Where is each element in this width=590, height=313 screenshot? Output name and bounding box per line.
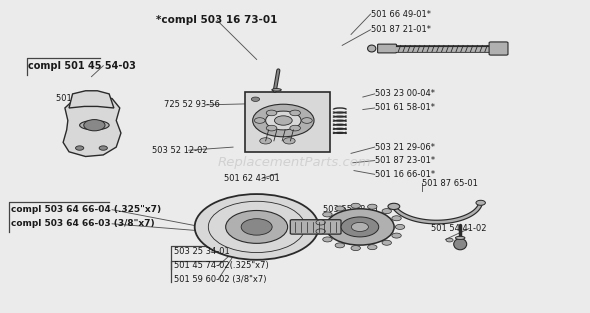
Circle shape bbox=[84, 120, 105, 131]
Text: 503 25 34-01: 503 25 34-01 bbox=[174, 248, 230, 256]
Circle shape bbox=[382, 208, 392, 213]
Text: compl 501 45 54-03: compl 501 45 54-03 bbox=[28, 61, 136, 71]
Circle shape bbox=[335, 243, 345, 248]
Circle shape bbox=[351, 222, 368, 232]
Circle shape bbox=[335, 206, 345, 211]
Circle shape bbox=[283, 138, 295, 144]
Polygon shape bbox=[63, 94, 121, 156]
Text: 501 59 60-02 (3/8"x7): 501 59 60-02 (3/8"x7) bbox=[174, 275, 267, 284]
FancyBboxPatch shape bbox=[245, 92, 330, 152]
Text: 501 45 61-01: 501 45 61-01 bbox=[56, 94, 112, 103]
Text: 503 52 12-02: 503 52 12-02 bbox=[152, 146, 208, 155]
Circle shape bbox=[368, 204, 377, 209]
Circle shape bbox=[368, 245, 377, 250]
Circle shape bbox=[266, 111, 301, 130]
Circle shape bbox=[351, 203, 360, 208]
Polygon shape bbox=[69, 91, 114, 108]
FancyBboxPatch shape bbox=[290, 220, 341, 234]
Circle shape bbox=[323, 237, 332, 242]
Circle shape bbox=[251, 97, 260, 101]
Text: ReplacementParts.com: ReplacementParts.com bbox=[218, 156, 372, 169]
Circle shape bbox=[225, 210, 288, 244]
Text: 503 23 00-04*: 503 23 00-04* bbox=[375, 90, 435, 98]
Text: 501 62 43-01: 501 62 43-01 bbox=[224, 174, 280, 183]
Circle shape bbox=[446, 238, 453, 242]
Ellipse shape bbox=[80, 121, 109, 130]
Circle shape bbox=[388, 203, 400, 209]
Text: 501 87 65-01: 501 87 65-01 bbox=[422, 179, 478, 187]
Circle shape bbox=[351, 246, 360, 251]
Text: compl 503 64 66-03 (3/8"x7): compl 503 64 66-03 (3/8"x7) bbox=[11, 219, 154, 228]
Text: 503 55 78-01: 503 55 78-01 bbox=[323, 205, 379, 214]
Circle shape bbox=[254, 118, 265, 123]
Circle shape bbox=[382, 240, 392, 245]
Text: 501 16 66-01*: 501 16 66-01* bbox=[375, 170, 435, 179]
Circle shape bbox=[476, 200, 486, 205]
Circle shape bbox=[274, 116, 292, 125]
Text: *compl 503 16 73-01: *compl 503 16 73-01 bbox=[156, 15, 278, 25]
Circle shape bbox=[341, 217, 379, 237]
Text: 501 61 58-01*: 501 61 58-01* bbox=[375, 104, 435, 112]
Circle shape bbox=[290, 125, 300, 131]
Circle shape bbox=[208, 201, 305, 253]
Circle shape bbox=[316, 229, 325, 234]
Circle shape bbox=[392, 216, 401, 221]
Circle shape bbox=[260, 138, 271, 144]
Circle shape bbox=[253, 104, 314, 137]
Text: 501 45 74-02(.325"x7): 501 45 74-02(.325"x7) bbox=[174, 261, 269, 270]
Circle shape bbox=[241, 219, 272, 235]
Text: 501 54 41-02: 501 54 41-02 bbox=[431, 224, 486, 233]
Ellipse shape bbox=[454, 239, 467, 250]
Text: 501 66 49-01*: 501 66 49-01* bbox=[371, 10, 431, 18]
Circle shape bbox=[316, 220, 325, 225]
Circle shape bbox=[266, 110, 277, 116]
FancyBboxPatch shape bbox=[489, 42, 508, 55]
Circle shape bbox=[195, 194, 319, 260]
Text: 503 21 29-06*: 503 21 29-06* bbox=[375, 143, 435, 151]
Ellipse shape bbox=[368, 45, 376, 52]
FancyBboxPatch shape bbox=[378, 44, 396, 53]
Circle shape bbox=[326, 209, 394, 245]
Circle shape bbox=[323, 212, 332, 217]
Circle shape bbox=[301, 118, 312, 123]
Text: compl 503 64 66-04 (.325"x7): compl 503 64 66-04 (.325"x7) bbox=[11, 205, 160, 214]
Ellipse shape bbox=[455, 236, 465, 239]
Circle shape bbox=[76, 146, 84, 150]
Circle shape bbox=[266, 125, 277, 131]
Text: 725 52 93-56: 725 52 93-56 bbox=[164, 100, 220, 109]
Text: 501 87 21-01*: 501 87 21-01* bbox=[371, 25, 431, 34]
Circle shape bbox=[392, 233, 401, 238]
Text: 501 87 23-01*: 501 87 23-01* bbox=[375, 156, 435, 165]
Circle shape bbox=[99, 146, 107, 150]
Circle shape bbox=[290, 110, 300, 116]
Ellipse shape bbox=[272, 89, 281, 91]
Circle shape bbox=[395, 224, 405, 229]
